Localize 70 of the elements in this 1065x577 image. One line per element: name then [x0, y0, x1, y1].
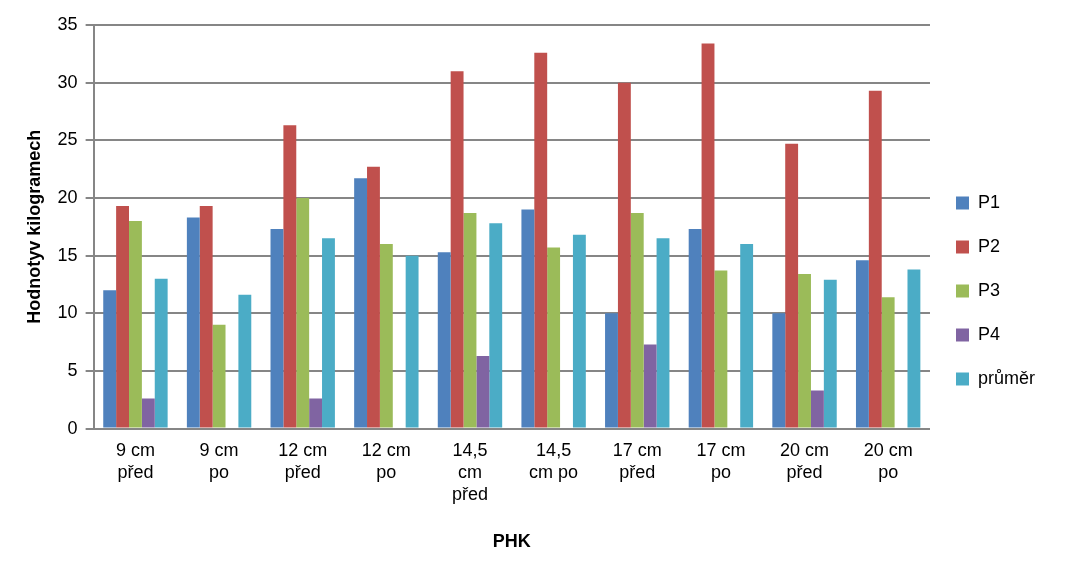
bar — [688, 229, 702, 428]
bar — [489, 223, 503, 428]
x-tick-label: 17 cm po — [696, 440, 746, 482]
bar — [810, 390, 824, 428]
bar — [656, 238, 670, 428]
bar — [605, 313, 618, 428]
bar — [367, 166, 380, 428]
bar — [572, 234, 586, 428]
x-tick-label: 20 cm před — [780, 440, 830, 482]
bar — [116, 206, 129, 428]
legend-label: P3 — [977, 279, 1001, 300]
bar — [103, 290, 117, 428]
x-tick-label: 9 cm po — [199, 440, 239, 482]
bar — [212, 324, 226, 428]
legend-label: průměr — [977, 367, 1036, 388]
bar — [437, 252, 451, 428]
legend-label: P2 — [977, 235, 1001, 256]
bar — [238, 294, 252, 428]
bar — [855, 260, 869, 428]
bar — [296, 197, 310, 428]
y-tick-label: 15 — [57, 244, 78, 265]
legend-label: P4 — [977, 323, 1001, 344]
bar — [270, 229, 284, 428]
y-tick-label: 20 — [57, 186, 78, 207]
bar — [141, 398, 155, 428]
bar — [617, 82, 631, 428]
y-tick-label: 5 — [67, 359, 78, 380]
bar — [823, 279, 837, 428]
bar — [740, 244, 754, 428]
bar — [868, 90, 882, 428]
bar — [405, 255, 419, 428]
bar — [907, 269, 921, 428]
bar — [463, 212, 477, 428]
bar — [186, 217, 200, 428]
bar — [521, 209, 535, 428]
bar — [154, 278, 168, 428]
bar — [701, 43, 715, 428]
bar — [283, 125, 297, 428]
x-tick-label: 12 cm po — [361, 440, 411, 482]
bar — [785, 143, 799, 428]
bar — [129, 221, 142, 428]
y-tick-label: 30 — [57, 71, 78, 92]
y-tick-label: 35 — [57, 13, 78, 34]
x-tick-label: 14,5 cm po — [529, 440, 579, 482]
bar — [379, 244, 393, 428]
bar — [534, 52, 548, 428]
bar — [476, 355, 490, 428]
bar — [643, 344, 657, 428]
x-axis-title: PHK — [492, 531, 531, 552]
bar — [199, 206, 213, 428]
bar — [881, 297, 895, 428]
bar — [450, 71, 464, 428]
y-axis-title: Hodnotyv kilogramech — [23, 129, 44, 324]
bar — [630, 212, 644, 428]
bar — [714, 270, 728, 428]
y-tick-label: 25 — [57, 129, 78, 150]
bar — [798, 274, 811, 428]
x-tick-label: 17 cm před — [612, 440, 662, 482]
bar — [354, 178, 368, 428]
x-tick-label: 9 cm před — [115, 440, 155, 482]
bar — [547, 247, 561, 428]
x-tick-label: 14,5 cm před — [451, 440, 488, 504]
legend-label: P1 — [977, 191, 1001, 212]
bar — [309, 398, 323, 428]
x-tick-label: 12 cm před — [278, 440, 328, 482]
y-tick-label: 0 — [67, 417, 78, 438]
bar — [322, 238, 335, 428]
bar — [772, 313, 786, 428]
x-tick-label: 20 cm po — [863, 440, 913, 482]
y-tick-label: 10 — [57, 302, 78, 323]
